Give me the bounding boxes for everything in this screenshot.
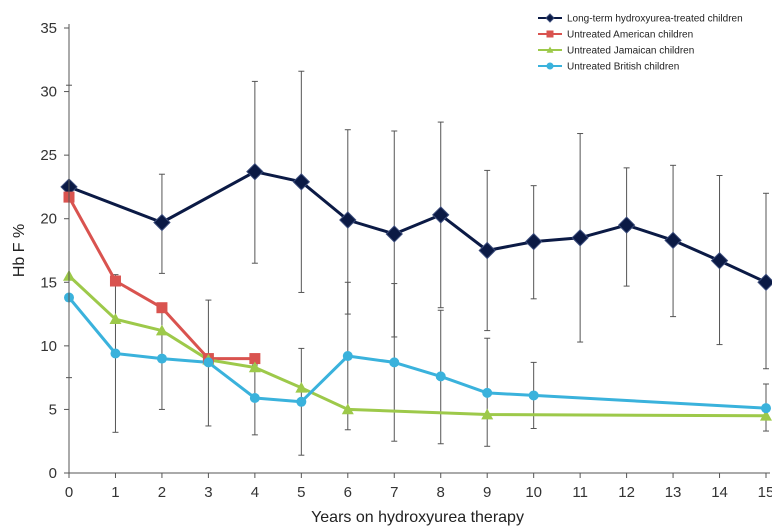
legend-label: Long-term hydroxyurea-treated children [567, 14, 743, 25]
y-tick-label: 15 [40, 274, 57, 291]
data-point [571, 229, 589, 247]
y-tick-label: 20 [40, 211, 57, 228]
data-point [339, 211, 357, 229]
x-tick-label: 9 [483, 484, 491, 501]
x-tick-label: 13 [665, 484, 682, 501]
data-point [296, 396, 307, 407]
y-axis-title: Hb F % [11, 224, 28, 277]
series-lines [67, 170, 767, 418]
data-point [389, 357, 400, 368]
x-tick-label: 4 [251, 484, 259, 501]
y-tick-label: 0 [49, 465, 57, 482]
data-point [109, 275, 121, 287]
x-tick-label: 0 [65, 484, 73, 501]
legend-label: Untreated American children [567, 30, 693, 41]
data-point [617, 216, 636, 234]
data-point [342, 351, 353, 362]
data-point [664, 231, 682, 250]
legend-swatch-marker [546, 62, 554, 70]
data-point [481, 408, 494, 420]
data-point [710, 251, 729, 270]
series-line-2 [67, 274, 767, 418]
data-point [432, 206, 450, 224]
legend: Long-term hydroxyurea-treated children Un… [538, 13, 743, 73]
series-line-0 [68, 170, 767, 284]
x-tick-label: 2 [158, 484, 166, 501]
x-tick-label: 14 [711, 484, 728, 501]
legend-label: Untreated British children [567, 62, 679, 73]
legend-swatch-marker [545, 13, 555, 23]
data-point [760, 409, 772, 421]
data-point [249, 392, 260, 403]
data-point [203, 357, 214, 368]
legend-swatch-marker [546, 30, 554, 38]
data-point [153, 213, 171, 232]
data-point [109, 313, 122, 324]
x-tick-label: 15 [758, 484, 772, 501]
y-tick-label: 25 [40, 147, 57, 164]
data-point [435, 371, 446, 382]
y-tick-label: 10 [40, 338, 57, 355]
x-tick-label: 8 [437, 484, 445, 501]
x-tick-label: 6 [344, 484, 352, 501]
data-point [292, 173, 311, 191]
data-point [246, 162, 264, 181]
data-point [761, 403, 771, 414]
x-tick-label: 1 [111, 484, 119, 501]
data-point [482, 387, 493, 398]
legend-label: Untreated Jamaican children [567, 46, 694, 57]
data-point [110, 348, 121, 359]
x-tick-label: 3 [204, 484, 212, 501]
data-point [341, 403, 354, 415]
error-bars [66, 70, 769, 456]
data-point [478, 241, 496, 260]
data-point [249, 353, 261, 365]
data-point [248, 361, 261, 373]
data-point [295, 381, 308, 393]
y-tick-label: 30 [40, 84, 57, 101]
data-point [385, 225, 403, 243]
y-tick-label: 5 [49, 401, 57, 418]
series-markers [60, 162, 772, 421]
data-point [155, 324, 168, 336]
data-point [757, 273, 772, 291]
x-axis-title: Years on hydroxyurea therapy [311, 509, 524, 526]
x-tick-label: 12 [618, 484, 635, 501]
data-point [524, 232, 543, 251]
x-tick-label: 10 [525, 484, 542, 501]
x-tick-label: 5 [297, 484, 305, 501]
data-point [156, 353, 167, 364]
x-tick-label: 7 [390, 484, 398, 501]
data-point [528, 390, 539, 401]
data-point [156, 302, 168, 314]
series-line-3 [67, 296, 767, 410]
legend-swatch-marker [546, 46, 554, 53]
x-tick-label: 11 [572, 484, 588, 501]
y-tick-label: 35 [40, 20, 57, 37]
